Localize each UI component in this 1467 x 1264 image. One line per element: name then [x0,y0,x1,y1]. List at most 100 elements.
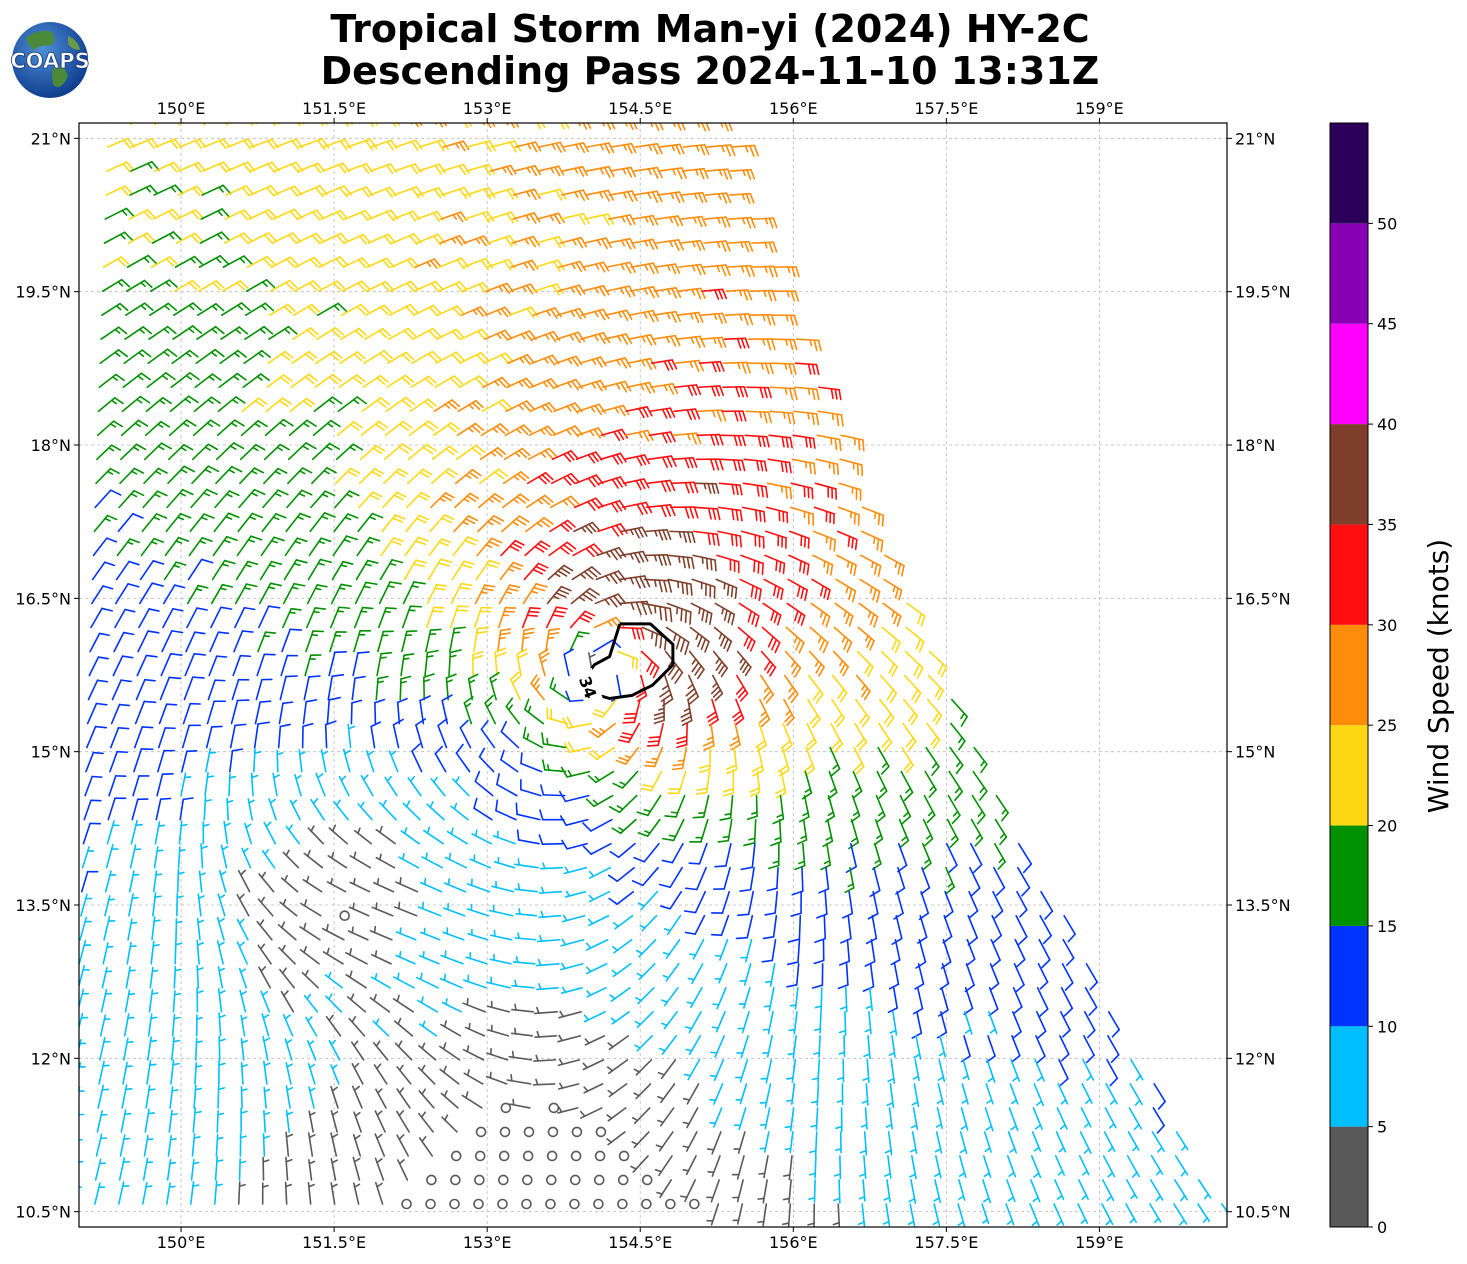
barb-flag [429,259,438,269]
barb-staff [359,468,376,485]
wind-barb [341,280,370,292]
wind-barb [642,602,673,623]
barb-flag [506,189,515,200]
barb-staff [193,396,213,413]
barb-half-flag [152,944,160,947]
barb-staff [597,523,622,533]
barb-staff [449,627,456,653]
barb-half-flag [410,123,413,125]
wind-barb [364,328,391,341]
barb-flag [389,163,398,173]
barb-half-flag [774,836,782,841]
barb-staff [730,144,756,148]
barb-flag [96,679,109,683]
barb-flag [665,407,672,419]
barb-flag [735,484,739,496]
barb-staff [349,881,371,893]
barb-flag [790,912,802,917]
barb-staff [108,775,117,797]
wind-barb [730,144,760,157]
barb-flag [712,689,722,698]
barb-half-flag [585,942,592,949]
barb-staff [508,306,532,316]
barb-flag [493,449,503,458]
barb-staff [687,698,693,722]
barb-staff [1040,890,1054,912]
barb-flag [309,327,319,336]
wind-barb [811,962,824,989]
barb-flag [532,568,544,575]
barb-flag [215,655,228,658]
barb-flag [659,634,663,649]
wind-barb [168,443,194,461]
barb-flag [619,735,632,740]
barb-flag [652,666,660,679]
wind-barb [553,402,583,414]
barb-staff [327,855,348,869]
barb-flag [169,653,183,656]
barb-flag [671,667,681,680]
barb-flag [686,409,692,421]
barb-half-flag [764,980,773,983]
barb-staff [563,866,587,875]
barb-flag [231,748,244,752]
wind-barb [276,749,284,773]
barb-flag [510,187,519,199]
wind-barb [922,818,934,847]
barb-staff [424,651,429,677]
barb-flag [657,554,663,566]
wind-barb [746,386,772,399]
barb-half-flag [669,216,674,224]
barb-staff [795,962,800,986]
wind-barb [104,207,135,220]
wind-barb [428,538,452,557]
barb-staff [419,699,425,725]
barb-flag [906,737,915,748]
barb-flag [113,397,124,405]
barb-flag [645,761,657,764]
barb-flag [845,865,857,874]
barb-flag [658,529,664,541]
wind-barb [492,830,516,845]
barb-flag [706,711,717,719]
barb-half-flag [643,808,652,813]
barb-half-flag [472,309,478,316]
barb-staff [288,419,308,437]
wind-barb [393,901,418,917]
wind-barb [500,720,520,749]
barb-staff [181,724,191,749]
barb-flag [177,123,181,126]
wind-barb [251,123,280,126]
barb-flag [643,478,650,489]
barb-flag [726,768,738,775]
barb-staff [705,168,729,172]
wind-barb [622,698,641,724]
barb-flag [811,487,814,500]
barb-staff [557,284,580,292]
barb-staff [258,582,272,605]
wind-barb [347,723,356,749]
barb-flag [646,600,653,615]
barb-flag [1065,957,1075,967]
wind-barb [484,306,513,318]
barb-flag [676,123,682,131]
barb-half-flag [931,762,938,769]
barb-flag [811,718,821,729]
barb-staff [320,209,342,220]
wind-barb [263,467,288,485]
barb-flag [384,280,394,290]
barb-flag [707,532,711,545]
barb-flag [763,690,772,701]
barb-staff [90,607,103,629]
barb-half-flag [874,859,881,864]
barb-staff [525,516,545,533]
barb-staff [590,818,613,832]
barb-flag [340,232,349,243]
barb-flag [905,764,914,774]
wind-barb [96,420,124,437]
wind-barb [258,871,275,893]
wind-barb [667,770,687,795]
barb-staff [610,142,633,148]
barb-flag [241,630,254,633]
barb-flag [747,289,753,301]
